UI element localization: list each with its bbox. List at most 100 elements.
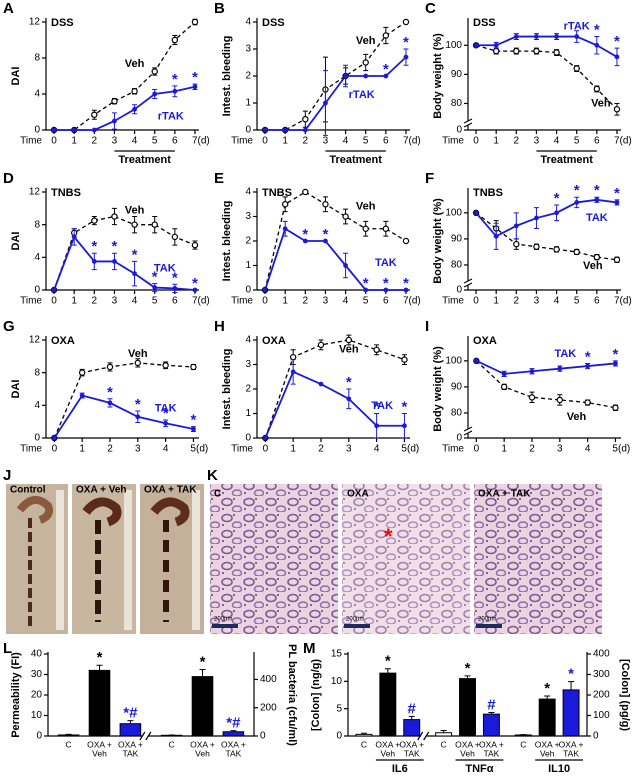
significance: *	[402, 398, 408, 415]
data-point	[383, 287, 389, 293]
y-tick-label: 1	[245, 408, 251, 419]
y-tick-label: 0	[245, 285, 251, 296]
y-tick-label: 0	[336, 731, 342, 742]
data-point	[402, 423, 407, 429]
data-point	[290, 369, 296, 375]
x-tick-label: C	[361, 739, 367, 749]
x-tick-label: 0	[262, 136, 268, 147]
series-line	[265, 56, 407, 131]
data-point	[402, 237, 410, 245]
data-point	[191, 241, 199, 249]
x-tick-label: 2	[318, 444, 324, 455]
series-label: Veh	[128, 348, 148, 360]
data-point	[553, 246, 560, 253]
bar	[57, 734, 80, 737]
x-tick-label: 4	[343, 296, 349, 307]
data-point	[107, 400, 113, 406]
x-tick-label: 3	[534, 296, 540, 307]
data-point	[573, 248, 580, 256]
error-bar	[199, 669, 206, 677]
y2-axis-label: PL bacteria (cfu/ml)	[286, 644, 298, 746]
x-tick-label: 4	[585, 444, 591, 455]
x-axis-label: Time	[20, 444, 42, 455]
ruler	[192, 490, 200, 630]
x-tick-label: 4	[132, 296, 138, 307]
x-axis-label: Time	[442, 296, 464, 307]
x-tick-label: 1	[282, 136, 288, 147]
y-tick-label: 2	[245, 71, 251, 82]
group-label: IL10	[548, 763, 570, 775]
data-point	[282, 226, 288, 232]
data-point	[382, 225, 390, 232]
scale-label: 200µm	[478, 617, 496, 623]
data-point	[473, 358, 479, 364]
bar	[222, 731, 245, 737]
error-bar	[568, 681, 575, 690]
y-tick-label: 0	[245, 125, 251, 136]
data-point	[556, 396, 564, 404]
data-point	[403, 54, 409, 60]
x-tick-label: Veh	[460, 748, 475, 758]
panel-letter: M	[303, 640, 316, 657]
axis-break	[139, 731, 152, 741]
data-point	[557, 366, 563, 372]
panel-letter: H	[214, 318, 225, 335]
x-tick-label: 2	[514, 296, 520, 307]
x-tick-label: 4	[554, 296, 560, 307]
x-tick-label: 0	[52, 444, 58, 455]
panel-letter: J	[3, 467, 11, 484]
x-tick-label: OXA +	[375, 739, 400, 749]
x-tick-label: 3	[112, 136, 118, 147]
data-point	[289, 353, 297, 361]
significance: *	[383, 61, 389, 78]
y-axis-label: Intest. bleeding	[221, 36, 233, 117]
data-point	[513, 223, 519, 229]
y-tick-label: 12	[29, 17, 41, 28]
photos-j: J Control OXA + Veh OXA + TAK	[3, 467, 204, 634]
data-point	[302, 238, 308, 244]
data-point	[131, 221, 138, 228]
significance: *	[112, 238, 118, 255]
series-label: Veh	[591, 97, 611, 109]
x-tick-label: OXA +	[455, 739, 480, 749]
y2-tick-label: 0	[260, 731, 266, 742]
data-point	[382, 32, 390, 39]
significance: *	[172, 71, 178, 88]
series-line	[475, 198, 618, 238]
significance: *	[465, 660, 471, 677]
x-tick-label: 5(d)	[612, 444, 630, 455]
y-tick-label: 4	[34, 89, 40, 100]
data-point	[71, 127, 77, 133]
x-tick-label: 0	[473, 296, 479, 307]
series-label: TAK	[155, 403, 177, 415]
data-point	[322, 201, 329, 208]
series-line	[264, 227, 406, 291]
x-tick-label: OXA +	[535, 739, 560, 749]
x-tick-label: Veh	[195, 748, 210, 758]
y-tick-label: 80	[451, 408, 463, 419]
data-point	[614, 200, 620, 205]
significance: *	[614, 33, 620, 50]
data-point	[513, 47, 520, 55]
x-axis-label: Time	[231, 296, 253, 307]
x-tick-label: 7(d)	[614, 136, 632, 147]
x-tick-label: 3	[112, 296, 118, 307]
error-bar	[360, 732, 367, 735]
bar	[119, 723, 142, 737]
series-label: rTAK	[564, 20, 590, 32]
y-tick-label: 3	[245, 359, 251, 370]
y-tick-label: 5	[336, 703, 342, 714]
y-axis-label: Permeability (FI)	[10, 652, 22, 738]
data-point	[373, 346, 380, 353]
axis-break	[463, 426, 473, 436]
y-tick-label: 8	[34, 367, 40, 378]
x-tick-label: TAK	[404, 748, 420, 758]
colon	[82, 497, 122, 527]
x-tick-label: 3	[557, 444, 563, 455]
data-point	[473, 210, 479, 216]
x-tick-label: 5	[574, 136, 580, 147]
y2-tick-label: 400	[593, 649, 610, 660]
colon	[150, 497, 190, 527]
y-tick-label: 4	[34, 252, 40, 263]
x-tick-label: 4	[554, 136, 560, 147]
